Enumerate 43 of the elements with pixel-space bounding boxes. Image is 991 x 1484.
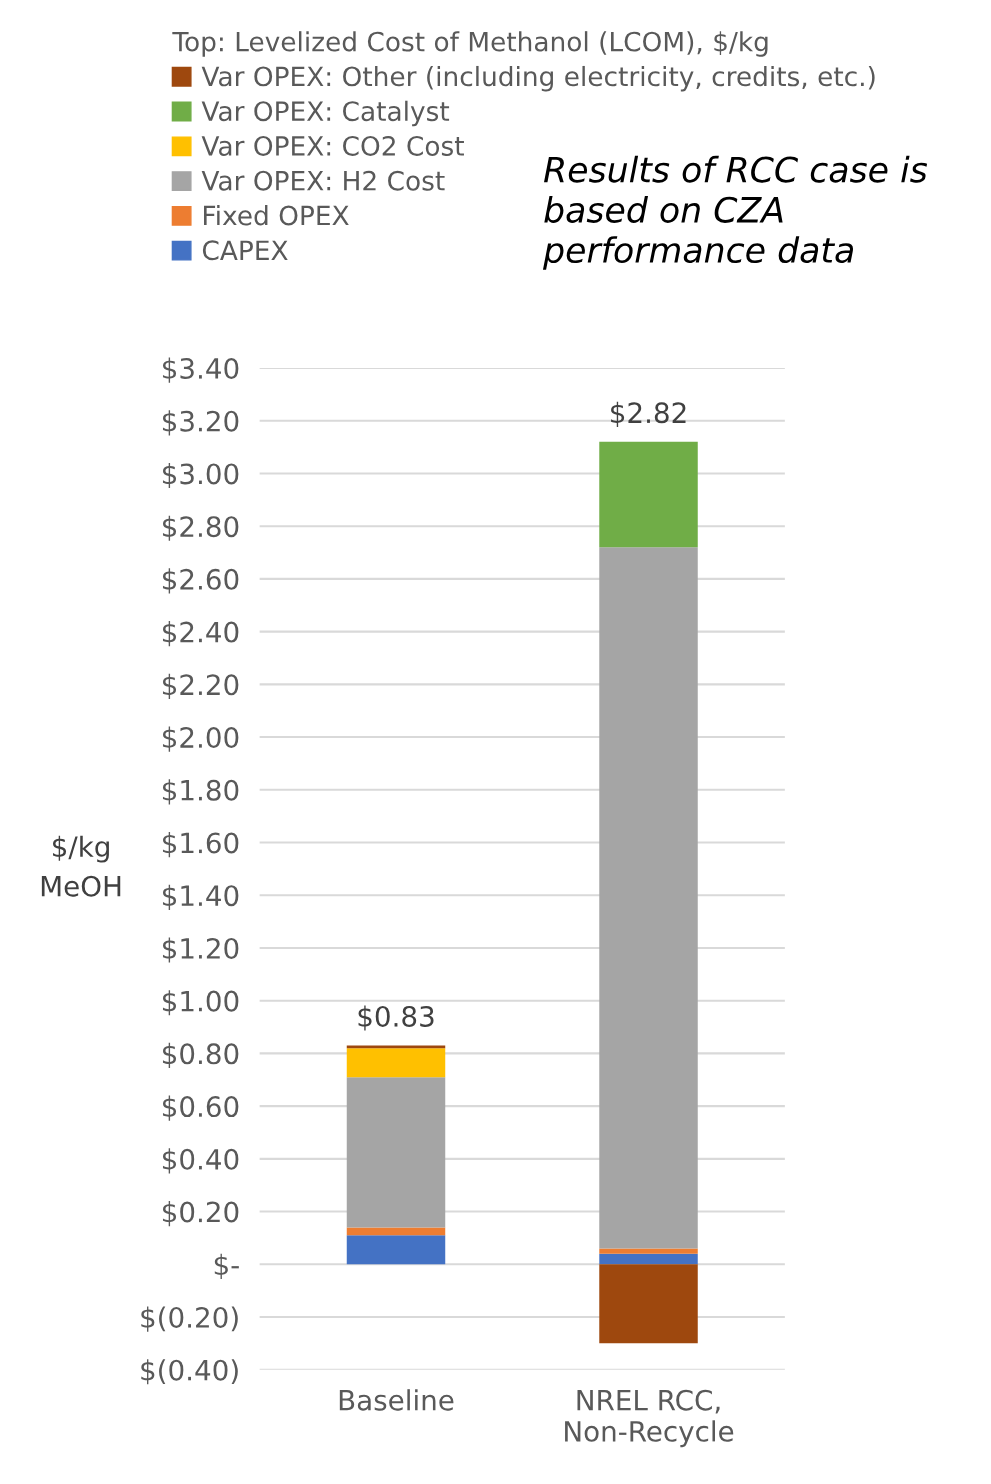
y-tick-label: $1.80 xyxy=(162,779,239,805)
y-tick-label: $3.00 xyxy=(162,462,239,489)
y-tick-label: $2.00 xyxy=(162,726,239,752)
legend-label: CAPEX xyxy=(202,240,288,261)
legend-label: Var OPEX: CO2 Cost xyxy=(201,135,464,156)
y-tick-label: $0.80 xyxy=(162,1042,239,1069)
legend-label: Var OPEX: Other (including electricity, credits, etc.) xyxy=(201,65,875,92)
y-tick-label: $0.60 xyxy=(162,1095,239,1121)
y-tick-label: $1.60 xyxy=(162,831,239,858)
y-tick-label: $3.20 xyxy=(162,410,239,436)
y-tick-label: $(0.40) xyxy=(141,1359,238,1385)
y-tick-label: $0.40 xyxy=(162,1148,239,1174)
legend-label: Var OPEX: H2 Cost xyxy=(201,170,445,191)
bar xyxy=(346,1077,446,1228)
bar xyxy=(599,547,698,1249)
total-label: $0.83 xyxy=(358,1005,434,1031)
y-tick-label: $3.40 xyxy=(162,357,239,383)
y-tick-label: $1.40 xyxy=(162,884,239,910)
y-tick-label: $- xyxy=(214,1253,239,1279)
text: Results of RCC case is based on CZA performance data xyxy=(542,155,928,270)
bar xyxy=(346,1227,446,1236)
y-tick-label: $2.20 xyxy=(162,673,239,699)
y-tick-label: $2.60 xyxy=(162,568,239,594)
legend-title: Top: Levelized Cost of Methanol (LCOM), $/kg xyxy=(172,31,768,57)
bar xyxy=(599,1253,698,1265)
y-tick-label: $0.20 xyxy=(162,1201,239,1227)
legend-label: Fixed OPEX xyxy=(204,205,349,226)
x-tick-label: NREL RCC, Non-Recycle xyxy=(565,1389,734,1448)
y-tick-label: $1.20 xyxy=(162,937,239,963)
y-tick-label: $2.40 xyxy=(162,621,239,647)
y-tick-label: $(0.20) xyxy=(141,1306,238,1332)
x-tick-label: Baseline xyxy=(339,1389,454,1411)
bar xyxy=(346,1235,446,1265)
bar xyxy=(346,1048,446,1078)
legend-label: Var OPEX: Catalyst xyxy=(201,100,450,127)
bar xyxy=(599,1248,698,1254)
total-label: $2.82 xyxy=(611,401,686,427)
bar xyxy=(599,1264,698,1344)
y-tick-label: $1.00 xyxy=(162,990,239,1016)
bar xyxy=(599,441,698,548)
bar xyxy=(346,1045,446,1049)
y-axis-title: $/kg MeOH xyxy=(41,835,121,897)
y-tick-label: $2.80 xyxy=(162,515,239,541)
